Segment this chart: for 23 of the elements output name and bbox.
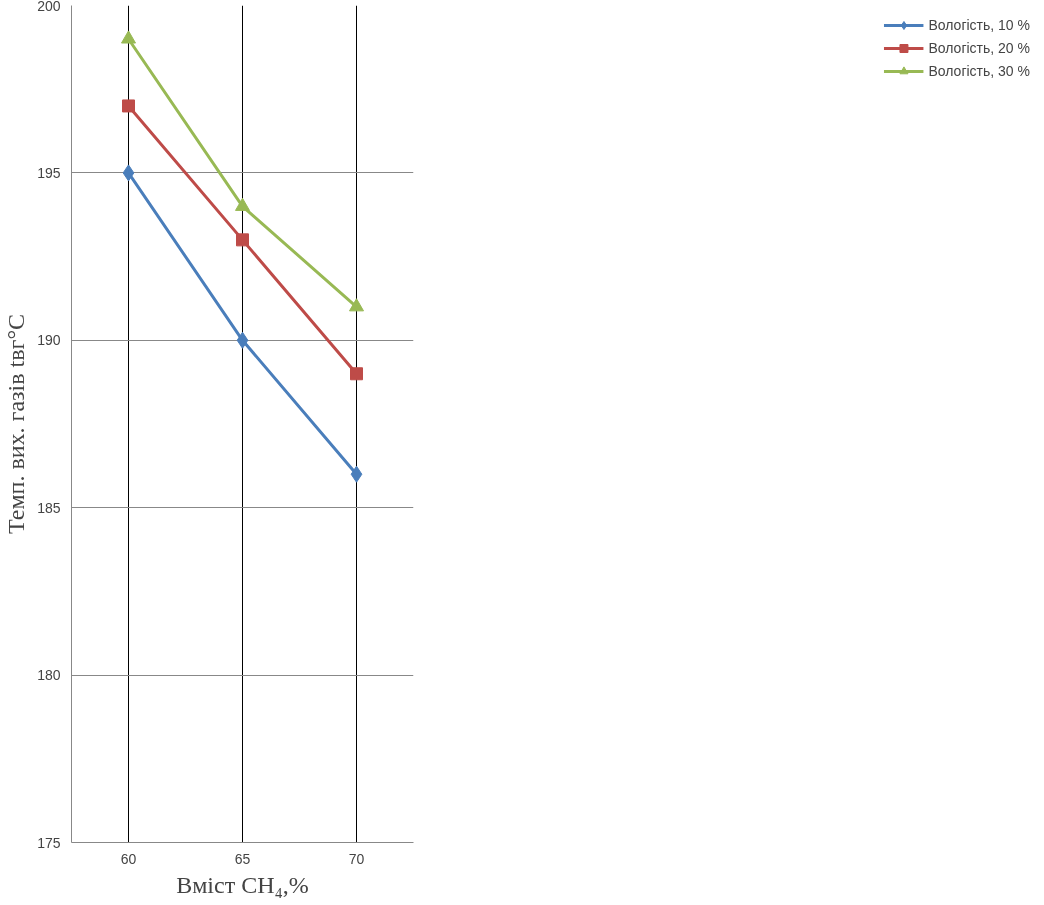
y-tick-label: 185	[37, 499, 61, 516]
y-tick-label: 180	[37, 667, 61, 684]
legend-label: Вологість, 10 %	[928, 17, 1030, 33]
y-tick-label: 190	[37, 332, 61, 349]
x-tick-label: 70	[348, 850, 365, 867]
point	[121, 30, 136, 44]
y-tick-label: 200	[37, 0, 61, 14]
legend-label: Вологість, 30 %	[928, 63, 1030, 79]
point	[349, 298, 364, 312]
point	[350, 367, 363, 381]
legend-label: Вологість, 20 %	[928, 40, 1030, 56]
point	[350, 465, 363, 483]
y-tick-label: 175	[37, 834, 61, 851]
x-tick-label: 60	[120, 850, 137, 867]
x-axis-title: Вміст CH₄,%	[176, 871, 309, 898]
y-axis-title: Темп. вих. газів tвг°C	[3, 313, 30, 535]
point	[236, 233, 249, 247]
point	[122, 164, 135, 182]
y-tick-label: 195	[37, 164, 61, 181]
x-tick-label: 65	[234, 850, 251, 867]
point	[122, 99, 135, 113]
point	[235, 197, 250, 211]
point	[236, 331, 249, 349]
